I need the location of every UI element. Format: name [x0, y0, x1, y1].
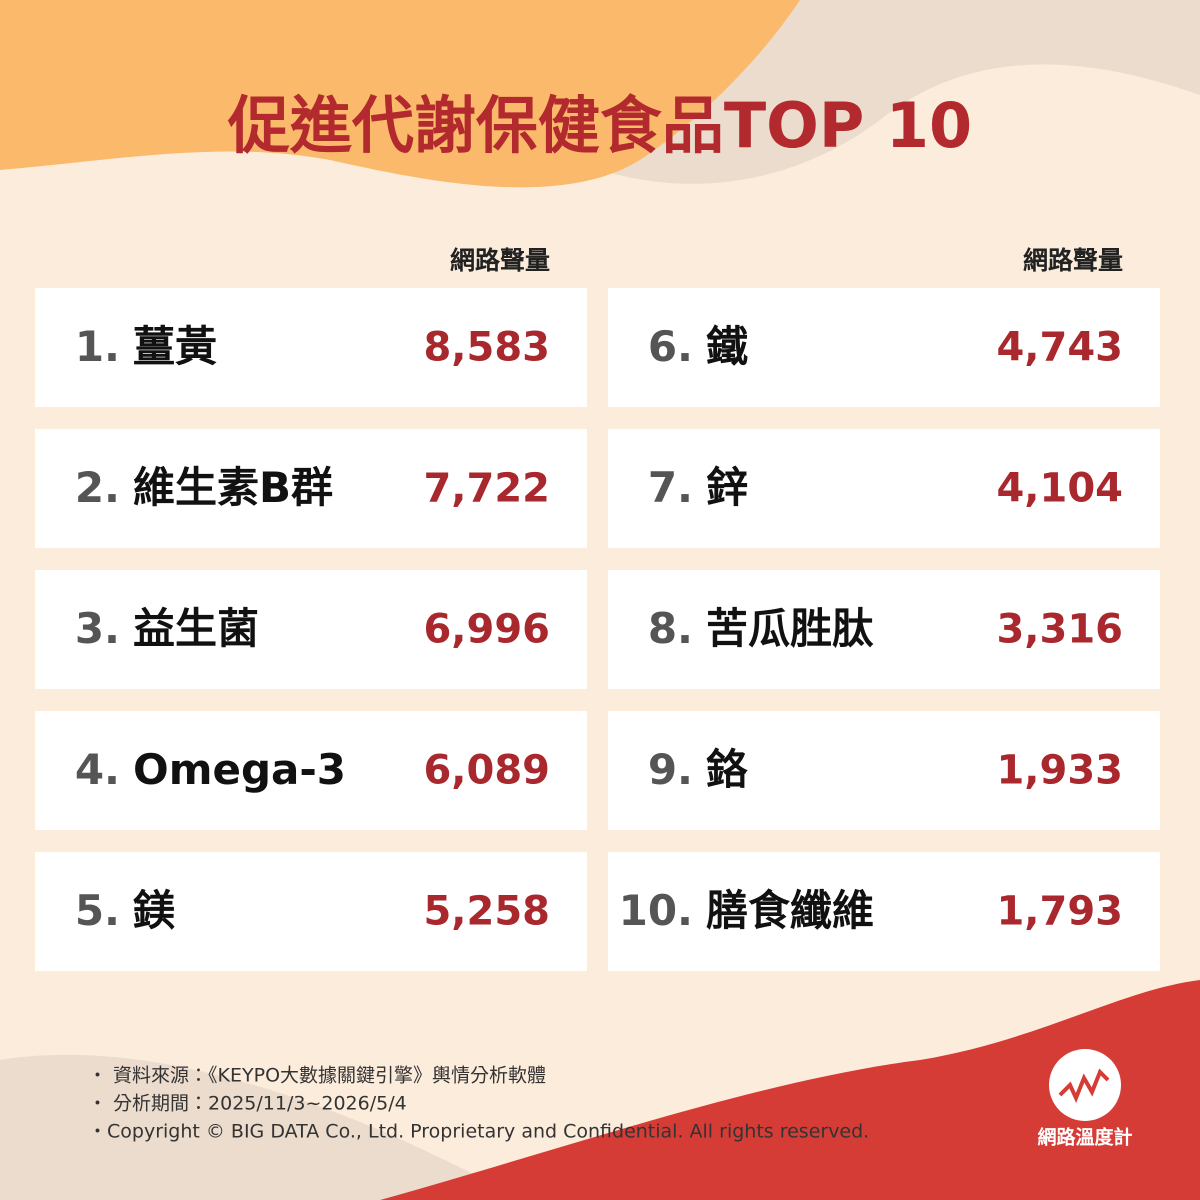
title: 促進代謝保健食品TOP 10	[227, 89, 972, 162]
item-value: 1,793	[996, 889, 1123, 935]
rank: 8.	[648, 604, 693, 653]
card	[608, 711, 1160, 830]
footer-note: ・ 分析期間：2025/11/3~2026/5/4	[88, 1093, 407, 1115]
item-value: 7,722	[423, 466, 550, 512]
rank: 10.	[619, 886, 693, 935]
bg-shape	[0, 0, 800, 188]
item-name: 膳食纖維	[706, 886, 874, 935]
item-value: 6,089	[423, 748, 550, 794]
item-value: 4,743	[996, 325, 1123, 371]
card	[35, 429, 587, 548]
rank: 3.	[75, 604, 120, 653]
card	[35, 570, 587, 689]
bg-wave	[380, 980, 1200, 1200]
item-value: 4,104	[996, 466, 1123, 512]
item-value: 6,996	[423, 607, 550, 653]
bg-shape	[0, 1054, 540, 1200]
item-name: 益生菌	[133, 604, 259, 653]
card	[35, 288, 587, 407]
item-name: 鐵	[706, 322, 748, 371]
logo-mark	[1058, 1068, 1110, 1104]
card	[608, 570, 1160, 689]
item-name: Omega-3	[133, 745, 346, 794]
rank: 6.	[648, 322, 693, 371]
rank: 1.	[75, 322, 120, 371]
item-value: 1,933	[996, 748, 1123, 794]
item-name: 維生素B群	[133, 463, 333, 512]
rank: 7.	[648, 463, 693, 512]
item-value: 5,258	[423, 889, 550, 935]
item-value: 8,583	[423, 325, 550, 371]
card	[35, 852, 587, 971]
ranking-list: 網路聲量 1. 薑黃 8,583 2. 維生素B群 7,722 3. 益生菌 6,996 4. Ome…	[35, 246, 1160, 971]
footer-note: ・Copyright © BIG DATA Co., Ltd. Propriet…	[88, 1121, 869, 1143]
column-header: 網路聲量	[450, 246, 550, 275]
footer-note: ・ 資料來源：《KEYPO大數據關鍵引擎》輿情分析軟體	[88, 1065, 546, 1087]
footer-notes: ・ 資料來源：《KEYPO大數據關鍵引擎》輿情分析軟體・ 分析期間：2025/1…	[88, 1065, 869, 1143]
rank: 2.	[75, 463, 120, 512]
card	[608, 429, 1160, 548]
card	[35, 711, 587, 830]
rank: 4.	[75, 745, 120, 794]
item-name: 鋅	[706, 463, 748, 512]
item-name: 鎂	[133, 886, 175, 935]
item-name: 苦瓜胜肽	[706, 604, 874, 653]
rank: 9.	[648, 745, 693, 794]
logo-label: 網路溫度計	[1037, 1126, 1132, 1149]
item-value: 3,316	[996, 607, 1123, 653]
logo-icon	[1049, 1049, 1121, 1121]
column-header: 網路聲量	[1023, 246, 1123, 275]
card	[608, 852, 1160, 971]
rank: 5.	[75, 886, 120, 935]
item-name: 薑黃	[133, 322, 217, 371]
item-name: 鉻	[706, 745, 748, 794]
card	[608, 288, 1160, 407]
